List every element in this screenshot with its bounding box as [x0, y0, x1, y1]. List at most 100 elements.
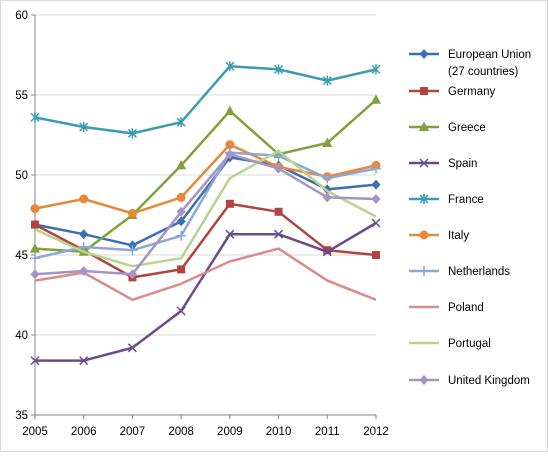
data-point	[30, 204, 40, 214]
legend-label: France	[448, 194, 484, 206]
legend-label: Greece	[448, 122, 486, 134]
series-portugal	[34, 149, 377, 268]
legend-label: Germany	[448, 86, 496, 98]
x-tick-label: 2006	[71, 426, 97, 438]
data-point	[30, 356, 40, 366]
data-point	[322, 75, 332, 86]
legend-label: European Union	[448, 49, 531, 61]
data-point	[225, 140, 235, 150]
series-greece	[30, 94, 381, 256]
legend-item: Italy	[409, 230, 469, 242]
x-tick-label: 2008	[168, 426, 194, 438]
data-point	[420, 87, 428, 95]
data-point	[127, 128, 137, 139]
legend-label: Netherlands	[448, 266, 510, 278]
legend-item: Poland	[409, 302, 484, 314]
legend-label: (27 countries)	[448, 66, 518, 78]
data-point	[224, 105, 235, 115]
data-point	[225, 61, 235, 72]
y-tick-label: 40	[15, 330, 28, 342]
series-line	[34, 152, 377, 276]
series-poland	[34, 247, 377, 302]
axes: 35 40 45 50 55 60 2005 2006 2007 2008 2009 2010 2011…	[15, 10, 389, 438]
legend-item: Netherlands	[409, 266, 510, 278]
series-france	[30, 61, 381, 139]
data-point	[419, 375, 429, 385]
data-point	[419, 49, 429, 59]
legend-item: European Union (27 countries)	[409, 49, 531, 78]
data-point	[322, 247, 332, 257]
data-point	[177, 265, 186, 274]
data-point	[127, 269, 137, 280]
data-point	[419, 230, 429, 240]
series-line	[34, 151, 377, 260]
data-point	[323, 246, 332, 255]
data-point	[419, 121, 429, 131]
data-point	[274, 229, 284, 239]
legend-item: Spain	[409, 158, 477, 170]
legend-item: Germany	[409, 86, 496, 98]
data-point	[79, 356, 89, 366]
data-point	[31, 220, 39, 229]
series-line	[34, 247, 377, 302]
data-point	[371, 64, 381, 75]
data-point	[274, 207, 283, 216]
x-tick-label: 2011	[315, 426, 340, 438]
data-point	[371, 94, 381, 104]
series-united-kingdom	[30, 149, 381, 280]
y-tick-label: 60	[15, 10, 28, 22]
series-line	[34, 202, 377, 279]
x-tick-label: 2005	[22, 426, 48, 438]
data-point	[30, 269, 40, 280]
legend-item: Portugal	[409, 338, 491, 350]
series-line	[34, 64, 377, 135]
x-tick-label: 2007	[120, 426, 146, 438]
data-point	[127, 208, 137, 218]
series-line	[34, 98, 377, 254]
data-point	[322, 173, 333, 184]
x-tick-label: 2009	[217, 426, 243, 438]
data-point	[225, 229, 235, 239]
data-point	[79, 229, 89, 240]
legend-label: Spain	[448, 158, 477, 170]
legend-label: Italy	[448, 230, 469, 242]
data-point	[30, 112, 40, 123]
legend-item: France	[409, 194, 484, 206]
series-line	[35, 221, 377, 362]
data-point	[274, 64, 284, 75]
legend-label: Portugal	[448, 338, 491, 350]
series-spain	[30, 218, 381, 366]
series-netherlands	[30, 147, 381, 264]
data-point	[78, 242, 89, 252]
legend-item: United Kingdom	[409, 375, 530, 387]
legend-item: Greece	[409, 121, 486, 134]
data-point	[176, 192, 186, 202]
data-point	[322, 137, 333, 147]
data-point	[176, 230, 187, 241]
data-point	[176, 216, 186, 227]
y-tick-label: 50	[15, 170, 28, 182]
data-point	[225, 149, 235, 160]
legend: European Union (27 countries) Germany Greec…	[409, 49, 531, 387]
x-tick-label: 2010	[266, 426, 292, 438]
data-point	[419, 194, 429, 204]
legend-label: Poland	[448, 302, 484, 314]
data-point	[79, 122, 89, 132]
data-point	[30, 243, 40, 253]
series-line	[34, 149, 377, 268]
data-point	[127, 343, 137, 353]
data-point	[176, 117, 186, 128]
y-tick-label: 45	[15, 250, 28, 262]
data-point	[371, 218, 381, 228]
data-point	[79, 194, 89, 204]
data-point	[176, 206, 186, 217]
data-point	[127, 245, 138, 256]
x-tick-label: 2012	[363, 426, 389, 438]
data-point	[79, 266, 89, 276]
data-point	[372, 251, 380, 259]
data-point	[371, 194, 381, 204]
data-point	[274, 163, 284, 174]
y-tick-label: 55	[15, 90, 28, 102]
